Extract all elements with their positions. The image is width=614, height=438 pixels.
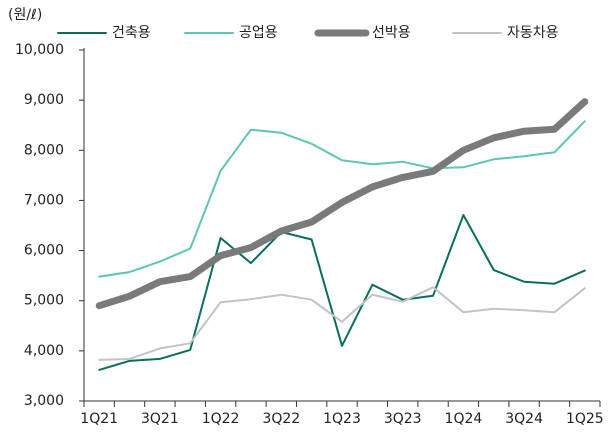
y-tick-label: 9,000 (24, 92, 64, 108)
legend-label: 선박용 (372, 25, 411, 41)
x-tick-label: 1Q22 (202, 411, 240, 427)
series-line (95, 98, 589, 310)
x-tick-label: 3Q22 (262, 411, 300, 427)
x-tick-label: 3Q24 (505, 411, 543, 427)
y-tick-label: 10,000 (15, 42, 64, 58)
series-line (98, 214, 586, 371)
y-tick-label: 7,000 (24, 192, 64, 208)
legend-label: 자동차용 (507, 25, 559, 41)
x-tick-label: 3Q23 (384, 411, 422, 427)
x-tick-label: 3Q21 (141, 411, 179, 427)
y-tick-label: 8,000 (24, 142, 64, 158)
x-tick-label: 1Q21 (80, 411, 118, 427)
y-tick-label: 5,000 (24, 293, 64, 309)
series-line (98, 286, 586, 361)
series-line (98, 120, 586, 278)
legend-label: 공업용 (239, 25, 278, 41)
y-tick-label: 3,000 (24, 393, 64, 409)
x-tick-label: 1Q23 (323, 411, 361, 427)
y-tick-label: 6,000 (24, 243, 64, 259)
unit-label: (원/ℓ) (8, 7, 42, 23)
legend-label: 건축용 (112, 25, 151, 41)
x-tick-label: 1Q24 (445, 411, 483, 427)
x-tick-label: 1Q25 (566, 411, 604, 427)
y-tick-label: 4,000 (24, 343, 64, 359)
